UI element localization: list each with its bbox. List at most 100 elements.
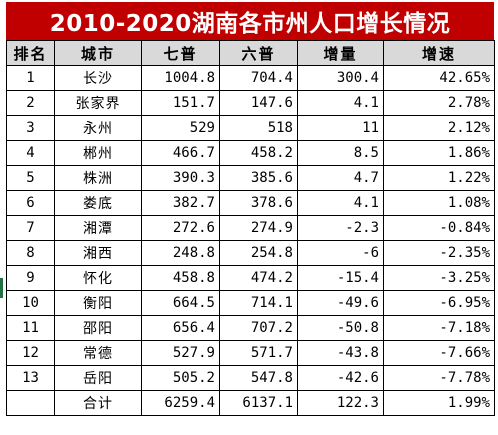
cell-sixth-census[interactable]: 378.6: [219, 190, 298, 216]
cell-sixth-census[interactable]: 707.2: [219, 315, 298, 341]
cell-city[interactable]: 娄底: [54, 190, 142, 216]
cell-rank[interactable]: 11: [6, 315, 55, 341]
cell-growth-rate[interactable]: -6.95%: [383, 290, 495, 316]
cell-increase[interactable]: -15.4: [297, 265, 384, 291]
cell-seventh-census[interactable]: 656.4: [141, 315, 220, 341]
cell-sixth-census[interactable]: 147.6: [219, 90, 298, 116]
cell-sixth-census[interactable]: 474.2: [219, 265, 298, 291]
cell-seventh-census[interactable]: 529: [141, 115, 220, 141]
cell-sixth-census[interactable]: 254.8: [219, 240, 298, 266]
cell-increase[interactable]: 4.7: [297, 165, 384, 191]
cell-city[interactable]: 岳阳: [54, 365, 142, 391]
cell-total-seventh-census[interactable]: 6259.4: [141, 390, 220, 416]
cell-city[interactable]: 郴州: [54, 140, 142, 166]
header-seventh-census[interactable]: 七普: [141, 40, 220, 66]
cell-seventh-census[interactable]: 458.8: [141, 265, 220, 291]
cell-rank[interactable]: 12: [6, 340, 55, 366]
cell-increase[interactable]: -2.3: [297, 215, 384, 241]
cell-rank[interactable]: 13: [6, 365, 55, 391]
header-city[interactable]: 城市: [54, 40, 142, 66]
cell-increase[interactable]: -49.6: [297, 290, 384, 316]
cell-rank[interactable]: 8: [6, 240, 55, 266]
cell-city[interactable]: 张家界: [54, 90, 142, 116]
table-title: 2010-2020湖南各市州人口增长情况: [6, 2, 494, 40]
header-rank[interactable]: 排名: [6, 40, 55, 66]
cell-total-growth-rate[interactable]: 1.99%: [383, 390, 495, 416]
cell-growth-rate[interactable]: -7.78%: [383, 365, 495, 391]
cell-seventh-census[interactable]: 505.2: [141, 365, 220, 391]
cell-increase[interactable]: -6: [297, 240, 384, 266]
cell-sixth-census[interactable]: 704.4: [219, 65, 298, 91]
cell-growth-rate[interactable]: 1.22%: [383, 165, 495, 191]
cell-seventh-census[interactable]: 151.7: [141, 90, 220, 116]
cell-growth-rate[interactable]: -2.35%: [383, 240, 495, 266]
cell-city[interactable]: 湘潭: [54, 215, 142, 241]
cell-city[interactable]: 邵阳: [54, 315, 142, 341]
cell-growth-rate[interactable]: -0.84%: [383, 215, 495, 241]
cell-city[interactable]: 株洲: [54, 165, 142, 191]
cell-increase[interactable]: -43.8: [297, 340, 384, 366]
table-row: 8 湘西 248.8 254.8 -6 -2.35%: [6, 240, 495, 266]
cell-growth-rate[interactable]: -7.18%: [383, 315, 495, 341]
table-row: 7 湘潭 272.6 274.9 -2.3 -0.84%: [6, 215, 495, 241]
cell-sixth-census[interactable]: 385.6: [219, 165, 298, 191]
cell-rank[interactable]: 10: [6, 290, 55, 316]
cell-seventh-census[interactable]: 1004.8: [141, 65, 220, 91]
cell-total-increase[interactable]: 122.3: [297, 390, 384, 416]
header-growth-rate[interactable]: 增速: [383, 40, 495, 66]
cell-rank[interactable]: 3: [6, 115, 55, 141]
table-row: 10 衡阳 664.5 714.1 -49.6 -6.95%: [6, 290, 495, 316]
cell-rank[interactable]: 4: [6, 140, 55, 166]
cell-sixth-census[interactable]: 458.2: [219, 140, 298, 166]
cell-increase[interactable]: 4.1: [297, 190, 384, 216]
cell-rank[interactable]: 5: [6, 165, 55, 191]
cell-rank[interactable]: [6, 390, 55, 416]
header-sixth-census[interactable]: 六普: [219, 40, 298, 66]
cell-sixth-census[interactable]: 547.8: [219, 365, 298, 391]
cell-seventh-census[interactable]: 248.8: [141, 240, 220, 266]
cell-rank[interactable]: 1: [6, 65, 55, 91]
cell-city[interactable]: 衡阳: [54, 290, 142, 316]
header-increase[interactable]: 增量: [297, 40, 384, 66]
cell-growth-rate[interactable]: 2.12%: [383, 115, 495, 141]
table-row: 6 娄底 382.7 378.6 4.1 1.08%: [6, 190, 495, 216]
cell-city[interactable]: 湘西: [54, 240, 142, 266]
cell-increase[interactable]: 4.1: [297, 90, 384, 116]
cell-rank[interactable]: 2: [6, 90, 55, 116]
cell-seventh-census[interactable]: 527.9: [141, 340, 220, 366]
cell-growth-rate[interactable]: -3.25%: [383, 265, 495, 291]
cell-increase[interactable]: 8.5: [297, 140, 384, 166]
cell-growth-rate[interactable]: 2.78%: [383, 90, 495, 116]
cell-city[interactable]: 长沙: [54, 65, 142, 91]
cell-increase[interactable]: -50.8: [297, 315, 384, 341]
cell-increase[interactable]: 300.4: [297, 65, 384, 91]
cell-city[interactable]: 永州: [54, 115, 142, 141]
table-row: 13 岳阳 505.2 547.8 -42.6 -7.78%: [6, 365, 495, 391]
row-selection-marker: [0, 278, 3, 298]
cell-growth-rate[interactable]: 1.08%: [383, 190, 495, 216]
cell-increase[interactable]: 11: [297, 115, 384, 141]
table-row: 4 郴州 466.7 458.2 8.5 1.86%: [6, 140, 495, 166]
cell-seventh-census[interactable]: 272.6: [141, 215, 220, 241]
cell-seventh-census[interactable]: 382.7: [141, 190, 220, 216]
cell-rank[interactable]: 6: [6, 190, 55, 216]
cell-sixth-census[interactable]: 571.7: [219, 340, 298, 366]
cell-total-label[interactable]: 合计: [54, 390, 142, 416]
cell-city[interactable]: 怀化: [54, 265, 142, 291]
cell-growth-rate[interactable]: 42.65%: [383, 65, 495, 91]
table-row: 2 张家界 151.7 147.6 4.1 2.78%: [6, 90, 495, 116]
cell-sixth-census[interactable]: 274.9: [219, 215, 298, 241]
cell-rank[interactable]: 7: [6, 215, 55, 241]
cell-rank[interactable]: 9: [6, 265, 55, 291]
cell-seventh-census[interactable]: 466.7: [141, 140, 220, 166]
cell-seventh-census[interactable]: 390.3: [141, 165, 220, 191]
cell-growth-rate[interactable]: -7.66%: [383, 340, 495, 366]
cell-total-sixth-census[interactable]: 6137.1: [219, 390, 298, 416]
cell-growth-rate[interactable]: 1.86%: [383, 140, 495, 166]
cell-increase[interactable]: -42.6: [297, 365, 384, 391]
cell-sixth-census[interactable]: 518: [219, 115, 298, 141]
cell-city[interactable]: 常德: [54, 340, 142, 366]
cell-seventh-census[interactable]: 664.5: [141, 290, 220, 316]
population-table: 排名 城市 七普 六普 增量 增速 1 长沙 1004.8 704.4 300.…: [6, 40, 495, 416]
cell-sixth-census[interactable]: 714.1: [219, 290, 298, 316]
